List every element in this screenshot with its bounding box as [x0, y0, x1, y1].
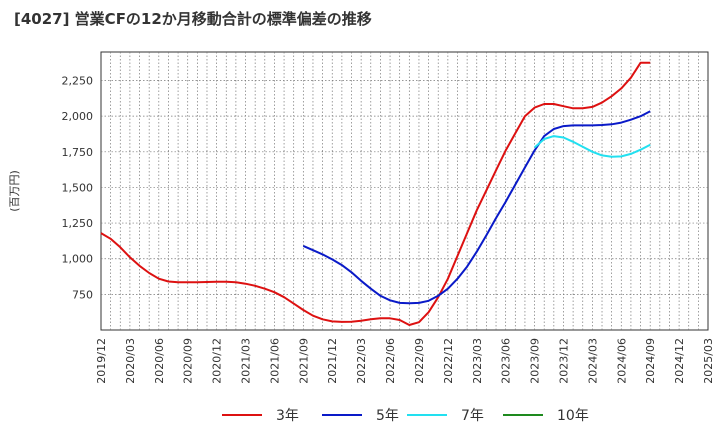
legend-item: 3年 [222, 402, 299, 428]
y-tick-label: 1,500 [62, 181, 94, 194]
y-tick-label: 1,250 [62, 217, 94, 230]
x-tick-label: 2020/12 [211, 338, 224, 384]
y-axis-label: (百万円) [8, 170, 21, 212]
line-chart: 750 1,000 1,250 1,500 1,750 2,000 2,250 2019/12… [8, 51, 715, 384]
legend-item: 10年 [503, 402, 589, 428]
chart-legend: 3年 5年 7年 10年 [0, 402, 720, 428]
x-tick-label: 2021/03 [240, 338, 253, 384]
y-tick-label: 1,000 [62, 253, 94, 266]
x-tick-label: 2022/03 [355, 338, 368, 384]
x-tick-label: 2021/12 [326, 338, 339, 384]
y-tick-label: 1,750 [62, 146, 94, 159]
x-tick-label: 2023/12 [557, 338, 570, 384]
x-tick-label: 2024/09 [644, 338, 657, 384]
x-tick-label: 2024/12 [673, 338, 686, 384]
legend-swatch [407, 414, 447, 416]
legend-swatch [222, 414, 262, 416]
x-tick-label: 2020/09 [182, 338, 195, 384]
y-tick-label: 2,250 [62, 75, 94, 88]
x-tick-label: 2022/06 [384, 338, 397, 384]
legend-item: 5年 [322, 402, 399, 428]
x-tick-label: 2024/06 [615, 338, 628, 384]
series-line-5年 [302, 110, 651, 305]
chart-title: [4027] 営業CFの12か月移動合計の標準偏差の推移 [14, 10, 372, 28]
legend-label: 5年 [376, 408, 399, 424]
series-line-3年 [100, 61, 651, 326]
y-tick-label: 750 [72, 288, 93, 301]
x-tick-label: 2021/06 [268, 338, 281, 384]
x-tick-label: 2023/06 [500, 338, 513, 384]
x-tick-label: 2019/12 [95, 338, 108, 384]
x-tick-label: 2020/06 [153, 338, 166, 384]
x-tick-label: 2020/03 [124, 338, 137, 384]
x-tick-label: 2021/09 [297, 338, 310, 384]
x-tick-label: 2023/09 [529, 338, 542, 384]
x-tick-label: 2023/03 [471, 338, 484, 384]
x-tick-label: 2024/03 [586, 338, 599, 384]
y-tick-label: 2,000 [62, 110, 94, 123]
legend-swatch [503, 414, 543, 416]
legend-swatch [322, 414, 362, 416]
legend-label: 10年 [557, 408, 589, 424]
legend-label: 7年 [461, 408, 484, 424]
x-tick-label: 2025/03 [702, 338, 715, 384]
x-tick-label: 2022/12 [442, 338, 455, 384]
plot-area [100, 51, 709, 331]
x-tick-label: 2022/09 [413, 338, 426, 384]
legend-item: 7年 [407, 402, 484, 428]
legend-label: 3年 [276, 408, 299, 424]
series-line-7年 [533, 135, 651, 158]
